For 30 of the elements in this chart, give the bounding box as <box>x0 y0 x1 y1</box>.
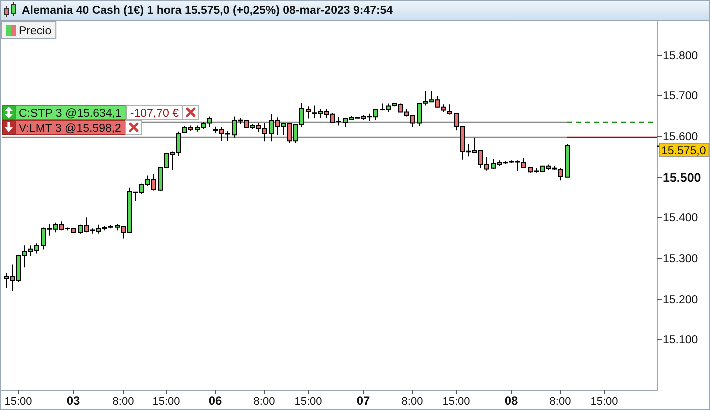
legend-title: Precio <box>19 26 52 38</box>
y-tick-label: 15.500 <box>663 170 702 185</box>
ref-line-label: C:STP 3 @15.634,1 <box>19 108 122 120</box>
y-tick-label: 15.600 <box>663 132 698 144</box>
y-tick-label: 15.300 <box>663 254 698 266</box>
x-tick-label: 8:00 <box>402 396 424 408</box>
x-tick-label: 07 <box>356 394 370 408</box>
x-tick-label: 15:00 <box>152 396 180 408</box>
ref-line-label: V:LMT 3 @15.598,2 <box>19 122 122 135</box>
x-tick-label: 15:00 <box>4 396 32 408</box>
x-tick-label: 8:00 <box>112 396 134 408</box>
y-tick-label: 15.100 <box>663 334 698 347</box>
y-tick-label: 15.700 <box>663 90 698 103</box>
x-tick-label: 08 <box>504 394 518 408</box>
y-tick-label: 15.800 <box>663 50 698 63</box>
chart-title: Alemania 40 Cash (1€) 1 hora 15.575,0 (+0,25%) 08-mar-2023 9:47:54 <box>22 5 394 17</box>
candlestick <box>306 106 311 120</box>
x-tick-label: 03 <box>66 394 80 408</box>
y-tick-label: 15.400 <box>663 212 698 225</box>
candlestick <box>565 144 570 178</box>
annotation: -107,70 € <box>130 108 180 120</box>
x-tick-label: 15:00 <box>590 396 618 408</box>
text: 15.575,0 <box>662 146 706 158</box>
x-tick-label: 15:00 <box>442 396 470 408</box>
x-tick-label: 06 <box>208 394 222 408</box>
x-tick-label: 8:00 <box>550 396 572 408</box>
y-tick-label: 15.200 <box>663 294 698 307</box>
candlestick <box>447 104 452 116</box>
x-tick-label: 8:00 <box>254 396 276 408</box>
x-tick-label: 15:00 <box>294 396 322 408</box>
